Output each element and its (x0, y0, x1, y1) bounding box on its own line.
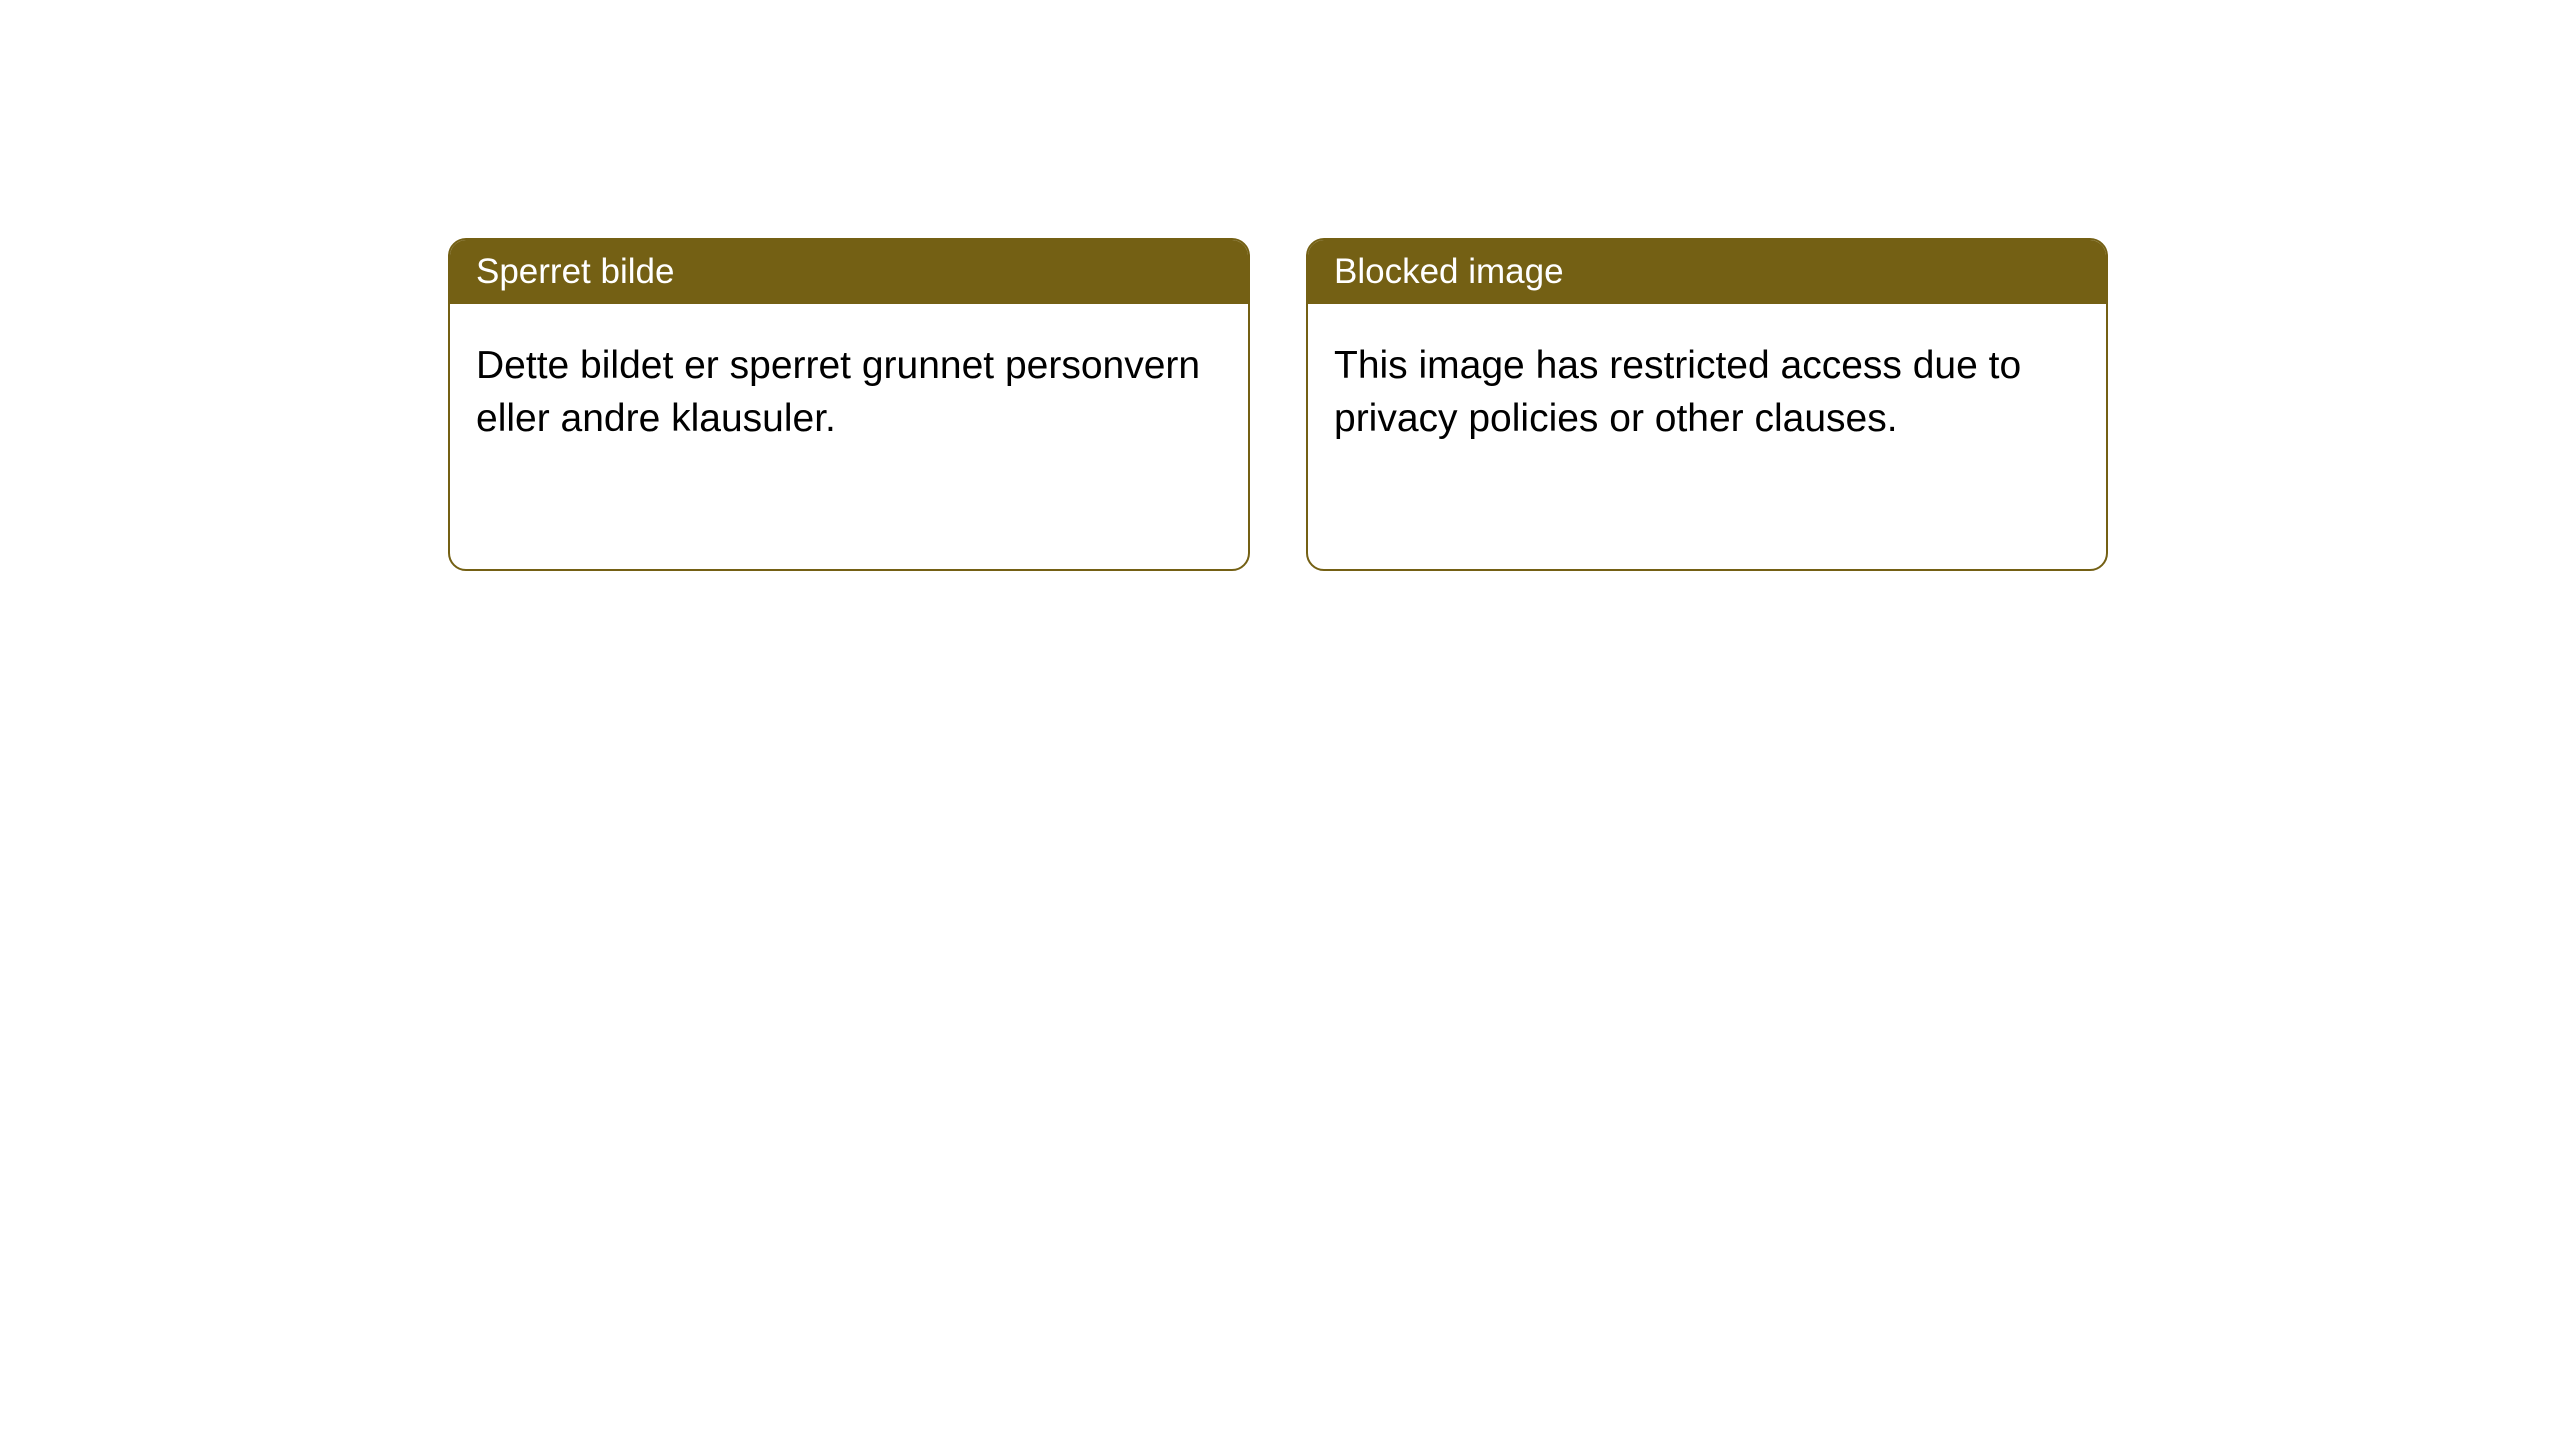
card-body-text: Dette bildet er sperret grunnet personve… (476, 344, 1200, 440)
card-body: Dette bildet er sperret grunnet personve… (450, 304, 1248, 481)
card-title: Sperret bilde (476, 252, 674, 291)
notice-cards-container: Sperret bilde Dette bildet er sperret gr… (448, 238, 2108, 571)
card-header: Blocked image (1308, 240, 2106, 304)
card-title: Blocked image (1334, 252, 1564, 291)
notice-card-norwegian: Sperret bilde Dette bildet er sperret gr… (448, 238, 1250, 571)
card-body: This image has restricted access due to … (1308, 304, 2106, 481)
card-header: Sperret bilde (450, 240, 1248, 304)
card-body-text: This image has restricted access due to … (1334, 344, 2021, 440)
notice-card-english: Blocked image This image has restricted … (1306, 238, 2108, 571)
